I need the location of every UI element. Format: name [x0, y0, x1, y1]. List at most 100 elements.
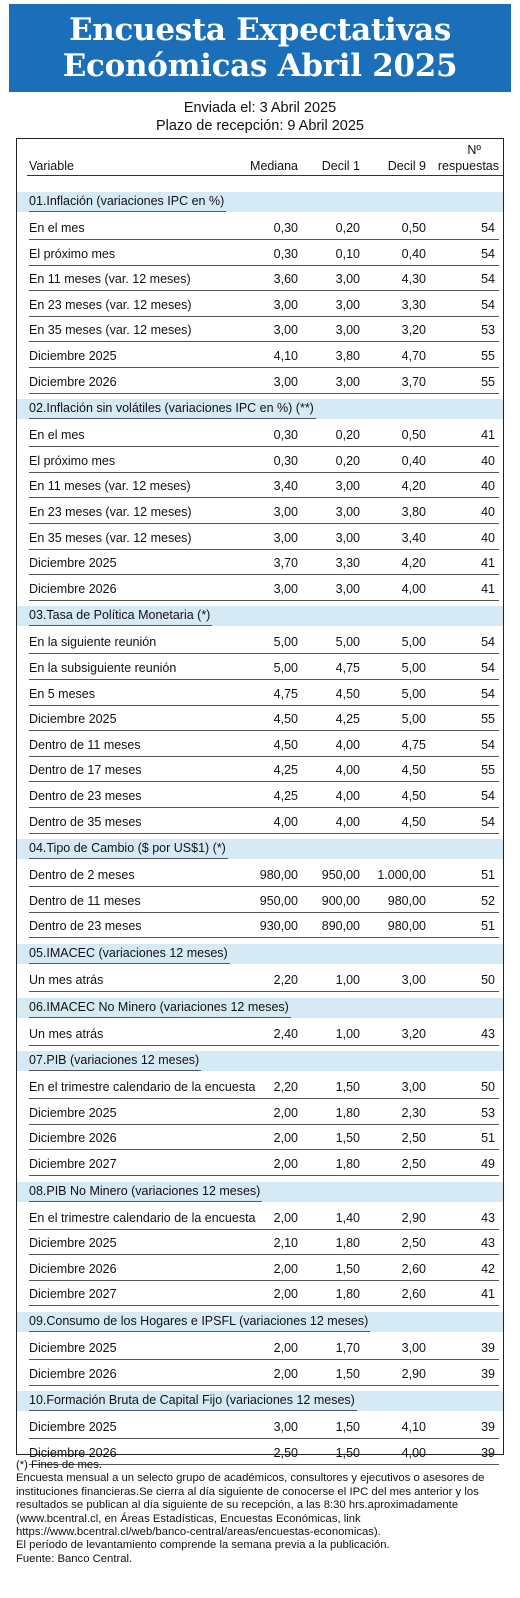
decil9-value: 3,80 [401, 505, 426, 519]
mediana-value: 3,00 [273, 323, 298, 338]
responses-value: 54 [481, 221, 495, 235]
decil9-value: 2,50 [401, 1236, 426, 1251]
row-underline [29, 991, 499, 992]
row-underline [29, 704, 499, 706]
row-label: En el trimestre calendario de la encuest… [29, 1080, 256, 1095]
row-underline [29, 1279, 499, 1281]
responses-value: 40 [481, 530, 495, 545]
decil1-value: 3,00 [335, 479, 360, 494]
decil1-value: 3,80 [335, 349, 360, 363]
row-label: Diciembre 2027 [29, 1157, 117, 1171]
responses-value: 43 [481, 1026, 495, 1041]
mediana-value: 3,00 [273, 530, 298, 545]
responses-value: 55 [481, 763, 495, 778]
table-row: Diciembre 2025 2,10 1,80 2,50 43 [17, 1229, 503, 1256]
section-title: 04.Tipo de Cambio ($ por US$1) (*) [29, 841, 226, 856]
mediana-value: 2,50 [273, 1445, 298, 1460]
decil1-value: 4,25 [335, 712, 360, 727]
responses-value: 41 [481, 581, 495, 596]
decil1-value: 4,00 [335, 737, 360, 752]
table-row: Diciembre 2026 3,00 3,00 3,70 55 [17, 368, 503, 394]
responses-value: 54 [481, 246, 495, 261]
row-underline [29, 548, 499, 550]
responses-value: 40 [481, 479, 495, 494]
row-underline [29, 730, 499, 732]
decil1-value: 0,10 [335, 246, 360, 261]
section-title: 05.IMACEC (variaciones 12 meses) [29, 946, 228, 960]
decil9-value: 2,30 [401, 1105, 426, 1120]
responses-value: 54 [481, 661, 495, 675]
mediana-value: 3,00 [273, 1420, 298, 1435]
decil9-value: 0,50 [401, 221, 426, 235]
table-row: Dentro de 35 meses 4,00 4,00 4,50 54 [17, 808, 503, 834]
row-label: Diciembre 2025 [29, 712, 117, 727]
decil9-value: 5,00 [401, 661, 426, 675]
table-row: El próximo mes 0,30 0,10 0,40 54 [17, 240, 503, 266]
decil1-value: 3,30 [335, 556, 360, 571]
table-row: Diciembre 2025 2,00 1,80 2,30 53 [17, 1099, 503, 1125]
responses-value: 54 [481, 272, 495, 287]
decil1-value: 3,00 [335, 297, 360, 312]
decil9-value: 4,75 [401, 737, 426, 752]
section-header: 02.Inflación sin volátiles (variaciones … [17, 399, 503, 420]
section-title: 08.PIB No Minero (variaciones 12 meses) [29, 1183, 261, 1198]
mediana-value: 4,10 [273, 349, 298, 363]
row-underline [29, 1228, 499, 1230]
decil9-value: 4,00 [401, 1445, 426, 1460]
responses-value: 50 [481, 973, 495, 987]
responses-value: 54 [481, 814, 495, 829]
section-underline [29, 625, 212, 627]
section-title: 06.IMACEC No Minero (variaciones 12 mese… [29, 999, 289, 1014]
row-label: Diciembre 2025 [29, 556, 117, 571]
row-label: Dentro de 11 meses [29, 737, 141, 752]
decil1-value: 3,00 [335, 272, 360, 287]
section-underline [29, 1331, 370, 1332]
footnotes: (*) Fines de mes. Encuesta mensual a un s… [16, 1459, 506, 1566]
section-title: 07.PIB (variaciones 12 meses) [29, 1053, 200, 1068]
row-underline [29, 1044, 499, 1046]
responses-value: 41 [481, 556, 495, 571]
section-underline [29, 963, 230, 964]
mediana-value: 4,50 [273, 712, 298, 727]
row-label: El próximo mes [29, 453, 116, 468]
row-underline [29, 290, 499, 292]
decil1-value: 3,00 [335, 323, 360, 338]
responses-value: 54 [481, 635, 495, 650]
decil9-value: 980,00 [387, 919, 426, 934]
decil9-value: 3,00 [401, 1080, 426, 1095]
decil9-value: 5,00 [401, 712, 426, 727]
decil9-value: 5,00 [401, 686, 426, 701]
row-label: Diciembre 2025 [29, 1341, 117, 1355]
decil1-value: 5,00 [335, 635, 360, 650]
responses-value: 41 [481, 428, 495, 443]
row-label: Dentro de 23 meses [29, 919, 142, 934]
decil9-value: 2,50 [401, 1131, 426, 1146]
decil9-value: 4,10 [401, 1420, 426, 1435]
table-row: Un mes atrás 2,40 1,00 3,20 43 [17, 1020, 503, 1046]
responses-value: 53 [481, 1105, 495, 1120]
decil1-value: 4,00 [335, 814, 360, 829]
table-row: Diciembre 2027 2,00 1,80 2,50 49 [17, 1150, 503, 1176]
table-row: En 35 meses (var. 12 meses) 3,00 3,00 3,40 4… [17, 524, 503, 550]
section-title: 03.Tasa de Política Monetaria (*) [29, 608, 211, 623]
responses-value: 41 [481, 1287, 495, 1302]
decil1-value: 3,00 [335, 374, 360, 389]
row-underline [29, 1463, 499, 1465]
section-header: 09.Consumo de los Hogares e IPSFL (varia… [17, 1312, 503, 1332]
decil9-value: 3,20 [401, 323, 426, 338]
table-row: Dentro de 2 meses 980,00 950,00 1.000,00 51 [17, 861, 503, 888]
row-underline [29, 653, 499, 655]
responses-value: 49 [481, 1157, 495, 1171]
sent-date: Enviada el: 3 Abril 2025 [183, 100, 337, 116]
decil1-value: 1,50 [335, 1445, 360, 1460]
responses-value: 55 [481, 374, 495, 389]
mediana-value: 4,25 [273, 763, 298, 778]
table-row: Un mes atrás 2,20 1,00 3,00 50 [17, 966, 503, 992]
row-label: Dentro de 23 meses [29, 789, 142, 803]
mediana-value: 980,00 [259, 868, 298, 883]
mediana-value: 2,20 [273, 973, 298, 987]
mediana-value: 2,00 [273, 1261, 298, 1276]
header-divider [27, 175, 503, 176]
responses-value: 51 [481, 919, 495, 934]
responses-value: 43 [481, 1210, 495, 1225]
